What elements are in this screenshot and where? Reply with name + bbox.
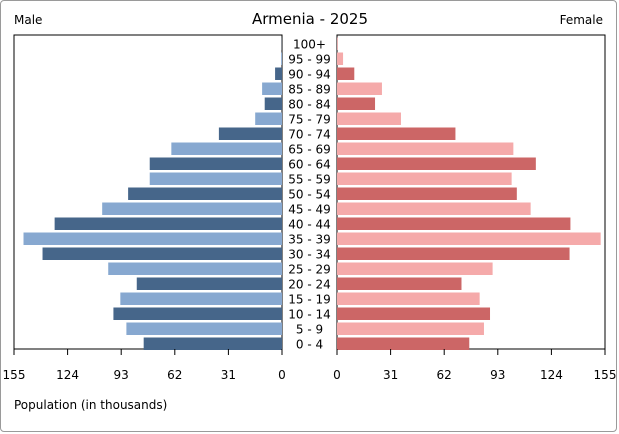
female-bar-40-44	[337, 217, 571, 230]
age-label-0-4: 0 - 4	[296, 338, 323, 352]
female-bar-80-84	[337, 97, 376, 110]
age-label-85-89: 85 - 89	[288, 83, 331, 97]
female-tick-label: 155	[594, 368, 617, 382]
male-label: Male	[14, 13, 42, 27]
male-bar-15-19	[120, 292, 283, 305]
age-label-60-64: 60 - 64	[288, 158, 331, 172]
male-tick-label: 62	[167, 368, 182, 382]
age-label-5-9: 5 - 9	[296, 323, 323, 337]
female-bar-15-19	[337, 292, 480, 305]
male-bar-90-94	[275, 67, 282, 80]
female-bar-5-9	[337, 322, 484, 335]
age-label-35-39: 35 - 39	[288, 233, 331, 247]
male-bar-55-59	[149, 172, 282, 185]
age-label-45-49: 45 - 49	[288, 203, 331, 217]
female-tick-label: 31	[383, 368, 398, 382]
age-label-15-19: 15 - 19	[288, 293, 331, 307]
female-tick-label: 0	[333, 368, 341, 382]
male-tick-label: 0	[278, 368, 286, 382]
female-bar-100plus	[337, 37, 338, 50]
female-bar-50-54	[337, 187, 517, 200]
female-bar-0-4	[337, 337, 470, 350]
female-bars	[337, 37, 601, 350]
male-tick-label: 93	[114, 368, 129, 382]
male-bar-5-9	[126, 322, 282, 335]
male-bar-75-79	[255, 112, 282, 125]
female-bar-35-39	[337, 232, 601, 245]
male-bar-95-99	[281, 52, 282, 65]
female-bar-60-64	[337, 157, 536, 170]
age-label-25-29: 25 - 29	[288, 263, 331, 277]
male-bar-85-89	[262, 82, 282, 95]
x-axis-label: Population (in thousands)	[14, 398, 167, 412]
age-label-70-74: 70 - 74	[288, 128, 331, 142]
male-tick-label: 124	[56, 368, 79, 382]
male-bars	[23, 37, 283, 350]
age-label-65-69: 65 - 69	[288, 143, 331, 157]
male-bar-30-34	[42, 247, 282, 260]
age-label-40-44: 40 - 44	[288, 218, 331, 232]
age-label-50-54: 50 - 54	[288, 188, 331, 202]
female-label: Female	[560, 13, 603, 27]
male-bar-70-74	[218, 127, 282, 140]
male-bar-45-49	[102, 202, 282, 215]
female-bar-90-94	[337, 67, 355, 80]
female-bar-70-74	[337, 127, 456, 140]
male-bar-60-64	[149, 157, 282, 170]
female-bar-10-14	[337, 307, 491, 320]
age-label-95-99: 95 - 99	[288, 53, 331, 67]
female-bar-45-49	[337, 202, 531, 215]
female-tick-label: 124	[540, 368, 563, 382]
male-tick-label: 155	[3, 368, 26, 382]
male-bar-10-14	[113, 307, 282, 320]
male-bar-65-69	[171, 142, 282, 155]
male-bar-80-84	[264, 97, 282, 110]
chart-title: Armenia - 2025	[252, 10, 368, 28]
male-bar-0-4	[143, 337, 282, 350]
age-label-80-84: 80 - 84	[288, 98, 331, 112]
male-bar-20-24	[136, 277, 282, 290]
female-tick-label: 62	[437, 368, 452, 382]
male-bar-50-54	[128, 187, 282, 200]
female-bar-25-29	[337, 262, 493, 275]
age-label-10-14: 10 - 14	[288, 308, 331, 322]
male-bar-25-29	[108, 262, 282, 275]
female-bar-65-69	[337, 142, 514, 155]
age-label-55-59: 55 - 59	[288, 173, 331, 187]
female-bar-55-59	[337, 172, 512, 185]
x-axis-ticks: 155 155 124 124 93 93 62 62 31 31 0 0	[3, 349, 617, 382]
age-label-30-34: 30 - 34	[288, 248, 331, 262]
female-bar-20-24	[337, 277, 462, 290]
female-tick-label: 93	[490, 368, 505, 382]
male-bar-35-39	[23, 232, 283, 245]
female-bar-95-99	[337, 52, 344, 65]
age-label-20-24: 20 - 24	[288, 278, 331, 292]
female-bar-85-89	[337, 82, 382, 95]
age-label-90-94: 90 - 94	[288, 68, 331, 82]
age-label-75-79: 75 - 79	[288, 113, 331, 127]
female-bar-30-34	[337, 247, 570, 260]
age-label-100plus: 100+	[293, 38, 326, 52]
male-tick-label: 31	[221, 368, 236, 382]
female-bar-75-79	[337, 112, 401, 125]
male-bar-40-44	[54, 217, 282, 230]
